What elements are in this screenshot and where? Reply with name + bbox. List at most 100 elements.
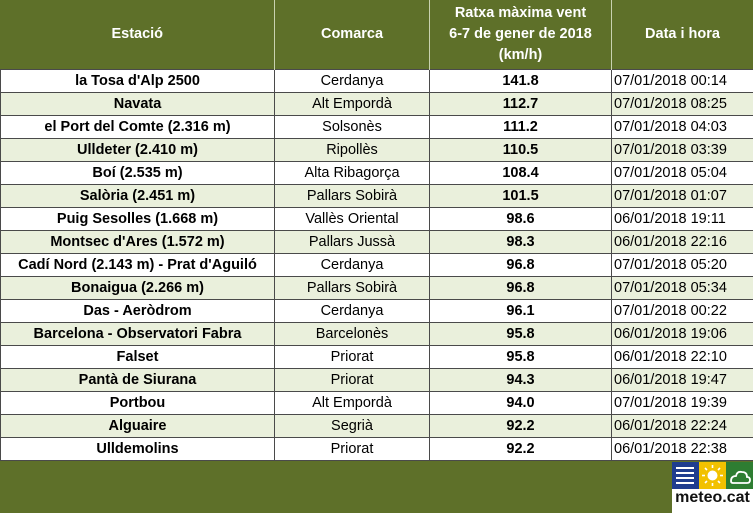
wind-lines-icon (672, 462, 699, 489)
table-row: Das - Aeròdrom Cerdanya 96.1 07/01/2018 00:… (0, 299, 753, 323)
cell-station: el Port del Comte (2.316 m) (0, 115, 275, 139)
cell-region: Solsonès (274, 115, 430, 139)
cell-datetime: 07/01/2018 03:39 (611, 138, 753, 162)
cell-gust: 96.8 (429, 276, 612, 300)
cell-region: Pallars Sobirà (274, 276, 430, 300)
table-row: Salòria (2.451 m) Pallars Sobirà 101.5 07/0… (0, 184, 753, 208)
cell-datetime: 07/01/2018 19:39 (611, 391, 753, 415)
cell-station: Portbou (0, 391, 275, 415)
header-gust-line3: (km/h) (498, 47, 543, 63)
cell-datetime: 06/01/2018 22:10 (611, 345, 753, 369)
table-row: Ulldemolins Priorat 92.2 06/01/2018 22:38 (0, 437, 753, 461)
header-gust-line1: Ratxa màxima vent (454, 5, 587, 21)
table-header-row: Estació Comarca Ratxa màxima vent 6-7 de… (0, 0, 753, 70)
cell-region: Cerdanya (274, 299, 430, 323)
table-row: Navata Alt Empordà 112.7 07/01/2018 08:25 (0, 92, 753, 116)
cell-datetime: 06/01/2018 19:06 (611, 322, 753, 346)
cell-region: Alt Empordà (274, 391, 430, 415)
cell-station: Puig Sesolles (1.668 m) (0, 207, 275, 231)
header-gust: Ratxa màxima vent 6-7 de gener de 2018 (… (429, 0, 612, 70)
table-row: Cadí Nord (2.143 m) - Prat d'Aguiló Cerda… (0, 253, 753, 277)
cell-station: Ulldemolins (0, 437, 275, 461)
cell-gust: 92.2 (429, 437, 612, 461)
cell-datetime: 07/01/2018 05:04 (611, 161, 753, 185)
cell-gust: 96.8 (429, 253, 612, 277)
cell-datetime: 07/01/2018 08:25 (611, 92, 753, 116)
meteocat-logo: meteo.cat (672, 462, 753, 513)
cell-gust: 110.5 (429, 138, 612, 162)
cell-station: Salòria (2.451 m) (0, 184, 275, 208)
cell-datetime: 07/01/2018 04:03 (611, 115, 753, 139)
cell-region: Cerdanya (274, 253, 430, 277)
table-row: Alguaire Segrià 92.2 06/01/2018 22:24 (0, 414, 753, 438)
cell-station: Das - Aeròdrom (0, 299, 275, 323)
table-row: el Port del Comte (2.316 m) Solsonès 111.2… (0, 115, 753, 139)
cell-datetime: 06/01/2018 22:24 (611, 414, 753, 438)
cell-datetime: 07/01/2018 05:20 (611, 253, 753, 277)
table-row: la Tosa d'Alp 2500 Cerdanya 141.8 07/01/201… (0, 69, 753, 93)
header-datetime: Data i hora (611, 0, 753, 70)
cell-region: Pallars Sobirà (274, 184, 430, 208)
cell-station: Pantà de Siurana (0, 368, 275, 392)
table-row: Montsec d'Ares (1.572 m) Pallars Jussà 98.… (0, 230, 753, 254)
header-gust-line2: 6-7 de gener de 2018 (449, 26, 592, 42)
cell-station: Barcelona - Observatori Fabra (0, 322, 275, 346)
cell-gust: 92.2 (429, 414, 612, 438)
table-row: Falset Priorat 95.8 06/01/2018 22:10 (0, 345, 753, 369)
cell-gust: 94.3 (429, 368, 612, 392)
table-row: Barcelona - Observatori Fabra Barcelonès 9… (0, 322, 753, 346)
cell-gust: 112.7 (429, 92, 612, 116)
cell-datetime: 07/01/2018 01:07 (611, 184, 753, 208)
cell-station: Bonaigua (2.266 m) (0, 276, 275, 300)
cell-gust: 98.6 (429, 207, 612, 231)
cell-gust: 108.4 (429, 161, 612, 185)
cell-region: Ripollès (274, 138, 430, 162)
cell-station: Boí (2.535 m) (0, 161, 275, 185)
header-station: Estació (0, 0, 275, 70)
cell-gust: 101.5 (429, 184, 612, 208)
table-row: Portbou Alt Empordà 94.0 07/01/2018 19:39 (0, 391, 753, 415)
wind-gust-table: Estació Comarca Ratxa màxima vent 6-7 de… (0, 0, 753, 461)
cell-gust: 95.8 (429, 322, 612, 346)
cell-station: Falset (0, 345, 275, 369)
cell-station: Cadí Nord (2.143 m) - Prat d'Aguiló (0, 253, 275, 277)
cell-station: Navata (0, 92, 275, 116)
logo-icons (672, 462, 753, 489)
table-row: Pantà de Siurana Priorat 94.3 06/01/2018 19… (0, 368, 753, 392)
table-body: la Tosa d'Alp 2500 Cerdanya 141.8 07/01/201… (0, 69, 753, 461)
cell-datetime: 07/01/2018 00:14 (611, 69, 753, 93)
cell-gust: 95.8 (429, 345, 612, 369)
cell-region: Segrià (274, 414, 430, 438)
cell-gust: 98.3 (429, 230, 612, 254)
cell-gust: 96.1 (429, 299, 612, 323)
header-region: Comarca (274, 0, 430, 70)
cell-region: Barcelonès (274, 322, 430, 346)
table-row: Bonaigua (2.266 m) Pallars Sobirà 96.8 07/0… (0, 276, 753, 300)
cell-station: Ulldeter (2.410 m) (0, 138, 275, 162)
cell-gust: 111.2 (429, 115, 612, 139)
cell-region: Priorat (274, 437, 430, 461)
cell-gust: 94.0 (429, 391, 612, 415)
cell-region: Alta Ribagorça (274, 161, 430, 185)
cell-station: la Tosa d'Alp 2500 (0, 69, 275, 93)
cell-region: Vallès Oriental (274, 207, 430, 231)
cell-region: Priorat (274, 345, 430, 369)
cell-datetime: 06/01/2018 22:38 (611, 437, 753, 461)
cell-region: Cerdanya (274, 69, 430, 93)
cell-region: Pallars Jussà (274, 230, 430, 254)
cell-station: Montsec d'Ares (1.572 m) (0, 230, 275, 254)
cell-datetime: 06/01/2018 22:16 (611, 230, 753, 254)
table-row: Puig Sesolles (1.668 m) Vallès Oriental 98… (0, 207, 753, 231)
table-row: Boí (2.535 m) Alta Ribagorça 108.4 07/01/20… (0, 161, 753, 185)
cell-datetime: 06/01/2018 19:11 (611, 207, 753, 231)
cell-datetime: 07/01/2018 00:22 (611, 299, 753, 323)
cell-region: Priorat (274, 368, 430, 392)
cell-datetime: 06/01/2018 19:47 (611, 368, 753, 392)
cloud-icon (726, 462, 753, 489)
table-row: Ulldeter (2.410 m) Ripollès 110.5 07/01/201… (0, 138, 753, 162)
cell-gust: 141.8 (429, 69, 612, 93)
cell-region: Alt Empordà (274, 92, 430, 116)
logo-text: meteo.cat (675, 489, 750, 506)
cell-datetime: 07/01/2018 05:34 (611, 276, 753, 300)
